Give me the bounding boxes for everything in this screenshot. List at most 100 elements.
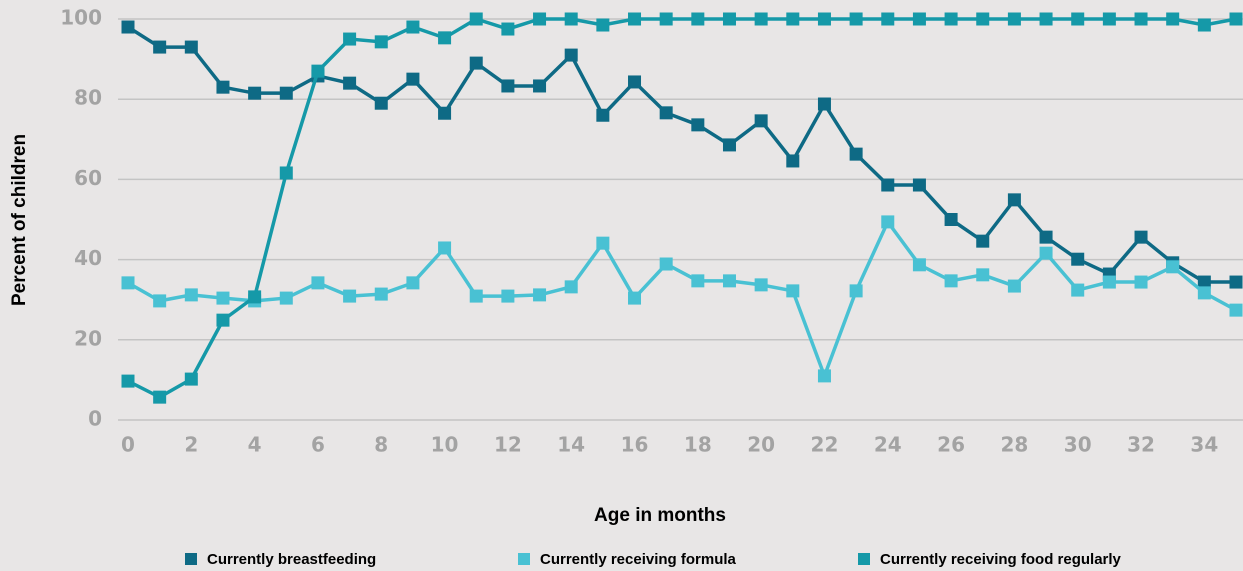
- point-marker: [691, 12, 705, 26]
- point-marker: [944, 274, 958, 288]
- y-tick-label: 80: [74, 86, 102, 110]
- point-marker: [438, 106, 452, 120]
- point-marker: [786, 12, 800, 26]
- point-marker: [1071, 12, 1085, 26]
- legend-label: Currently receiving formula: [540, 551, 737, 568]
- point-marker: [121, 20, 135, 34]
- point-marker: [1229, 303, 1243, 317]
- point-marker: [501, 22, 515, 36]
- point-marker: [691, 274, 705, 288]
- point-marker: [533, 79, 547, 93]
- x-tick-label: 8: [374, 433, 388, 457]
- x-axis-label: Age in months: [594, 505, 726, 526]
- point-marker: [184, 288, 198, 302]
- point-marker: [849, 147, 863, 161]
- point-marker: [343, 32, 357, 46]
- point-marker: [944, 213, 958, 226]
- point-marker: [1071, 252, 1085, 266]
- point-marker: [1007, 12, 1021, 26]
- point-marker: [374, 35, 388, 49]
- point-marker: [216, 80, 230, 94]
- point-marker: [817, 12, 831, 26]
- legend: Currently breastfeeding Currently receivi…: [185, 551, 1122, 568]
- point-marker: [184, 40, 198, 54]
- series-line: [127, 25, 1236, 284]
- point-marker: [1197, 18, 1211, 32]
- point-marker: [564, 48, 578, 62]
- point-marker: [1071, 283, 1085, 297]
- point-marker: [944, 12, 958, 26]
- point-marker: [849, 12, 863, 26]
- point-marker: [881, 215, 895, 229]
- point-marker: [501, 79, 515, 93]
- point-marker: [596, 236, 610, 250]
- x-tick-label: 0: [121, 433, 135, 457]
- point-marker: [628, 291, 642, 305]
- y-tick-label: 100: [60, 6, 102, 30]
- point-marker: [1102, 12, 1116, 26]
- point-marker: [1007, 193, 1021, 207]
- point-marker: [469, 12, 483, 26]
- point-marker: [659, 257, 673, 271]
- point-marker: [722, 274, 736, 288]
- point-marker: [469, 56, 483, 70]
- point-marker: [976, 234, 990, 248]
- point-marker: [976, 268, 990, 282]
- point-marker: [912, 178, 926, 192]
- point-marker: [659, 106, 673, 120]
- x-tick-label: 34: [1190, 433, 1218, 457]
- point-marker: [1229, 12, 1243, 26]
- point-marker: [406, 72, 420, 86]
- point-marker: [912, 258, 926, 272]
- point-marker: [1197, 286, 1211, 300]
- point-marker: [279, 86, 293, 100]
- y-tick-label: 60: [74, 166, 102, 190]
- point-marker: [374, 96, 388, 110]
- point-marker: [374, 287, 388, 301]
- point-marker: [343, 289, 357, 303]
- point-marker: [438, 241, 452, 255]
- point-marker: [184, 372, 198, 386]
- point-marker: [533, 288, 547, 302]
- point-marker: [628, 75, 642, 89]
- point-marker: [1166, 12, 1180, 26]
- point-marker: [1134, 275, 1148, 289]
- point-marker: [754, 278, 768, 292]
- y-axis-label: Percent of children: [9, 134, 30, 306]
- point-marker: [659, 12, 673, 26]
- point-marker: [754, 12, 768, 26]
- point-marker: [121, 276, 135, 290]
- x-tick-label: 4: [248, 433, 262, 457]
- point-marker: [1134, 12, 1148, 26]
- point-marker: [881, 178, 895, 192]
- x-tick-label: 26: [937, 433, 965, 457]
- point-marker: [438, 31, 452, 45]
- point-marker: [817, 97, 831, 111]
- x-tick-label: 16: [621, 433, 649, 457]
- point-marker: [628, 12, 642, 26]
- y-tick-label: 40: [74, 246, 102, 270]
- x-tick-label: 28: [1000, 433, 1028, 457]
- point-marker: [216, 313, 230, 327]
- point-marker: [722, 12, 736, 26]
- point-marker: [1039, 246, 1053, 260]
- legend-marker: [858, 553, 870, 565]
- x-tick-label: 24: [874, 433, 902, 457]
- point-marker: [216, 291, 230, 305]
- x-tick-label: 14: [557, 433, 585, 457]
- point-marker: [153, 40, 167, 54]
- point-marker: [121, 374, 135, 388]
- y-tick-label: 0: [88, 407, 102, 431]
- point-marker: [564, 12, 578, 26]
- point-marker: [722, 138, 736, 152]
- x-tick-label: 18: [684, 433, 712, 457]
- point-marker: [248, 86, 262, 100]
- legend-label: Currently breastfeeding: [207, 551, 376, 568]
- x-tick-label: 22: [811, 433, 839, 457]
- point-marker: [786, 284, 800, 298]
- legend-marker: [518, 553, 530, 565]
- point-marker: [153, 390, 167, 404]
- x-tick-label: 30: [1064, 433, 1092, 457]
